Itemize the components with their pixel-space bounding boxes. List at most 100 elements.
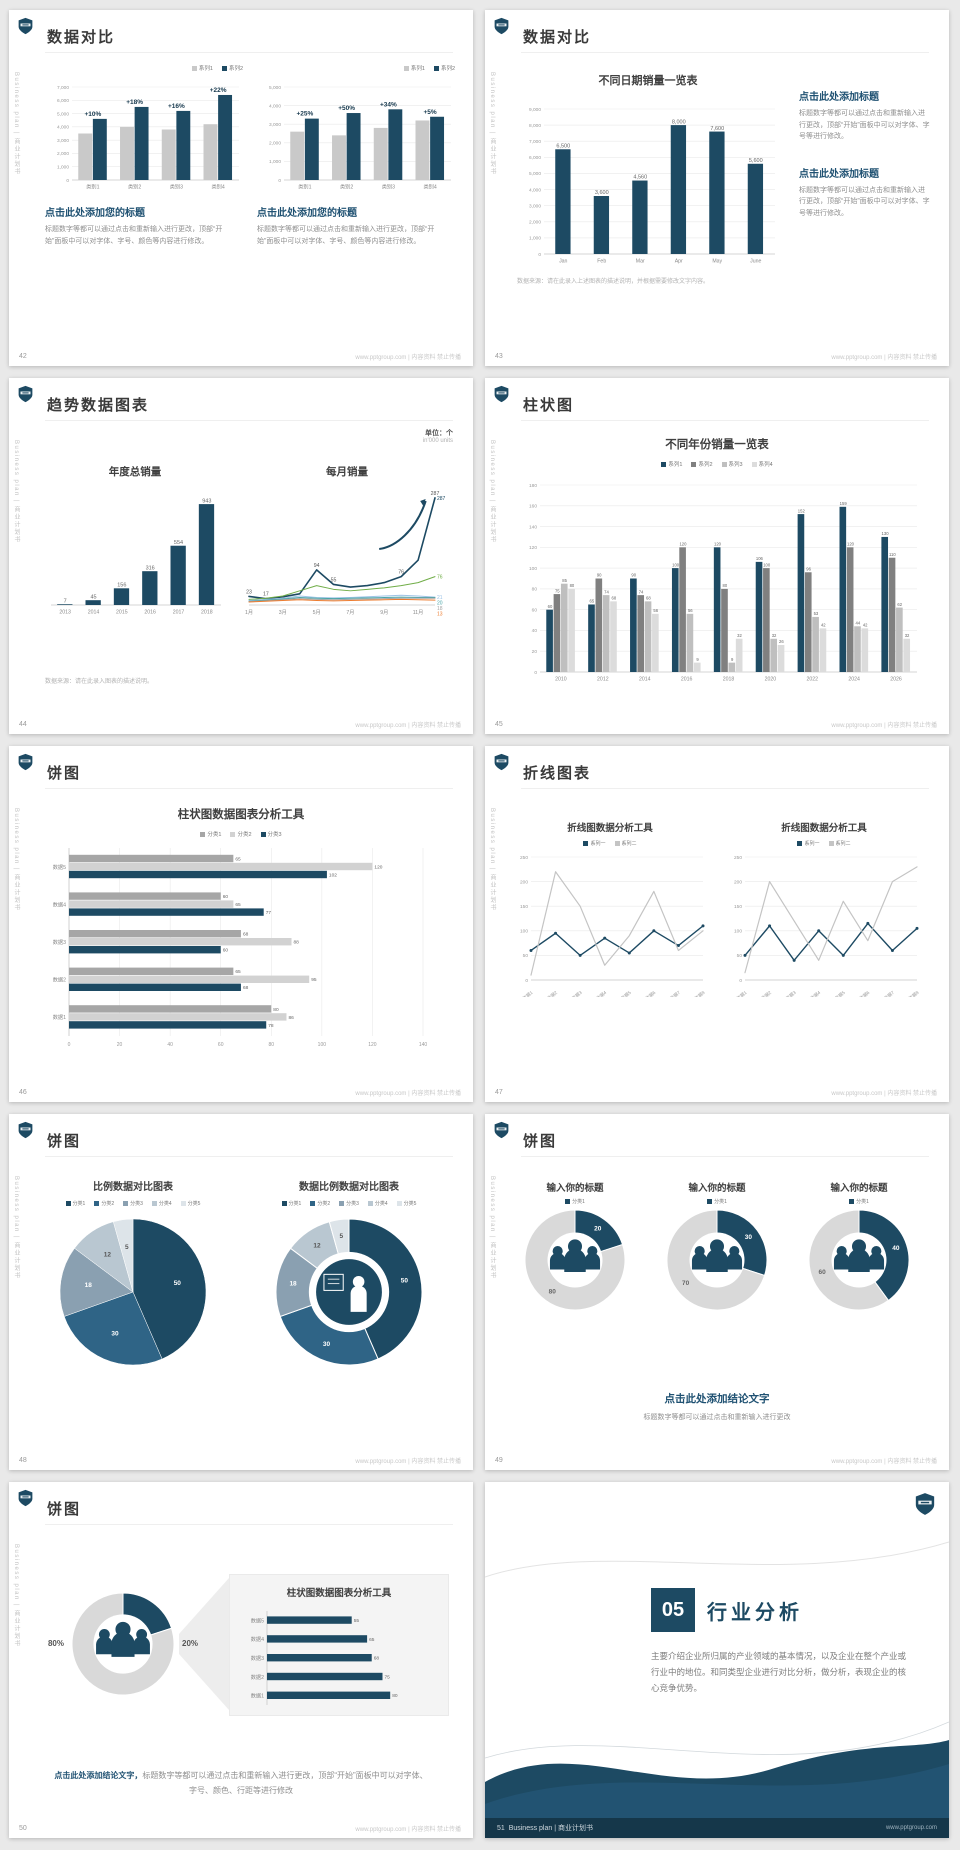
svg-text:0: 0 [68, 1042, 71, 1048]
svg-text:3,000: 3,000 [529, 203, 541, 209]
conclusion-heading: 点击此处添加结论文字 [664, 1393, 770, 1405]
svg-text:40: 40 [532, 628, 538, 634]
side-label: Business plan | 商业计划书 [13, 1176, 19, 1280]
donut-chart: 20 80 [516, 1207, 634, 1313]
divider [521, 420, 929, 421]
legend-item: 分类4 [367, 1200, 388, 1207]
svg-text:2,000: 2,000 [529, 220, 541, 226]
chart-title: 不同年份销量一览表 [665, 439, 769, 451]
chart-title: 年度总销量 [108, 466, 162, 478]
slide-48[interactable]: Business plan | 商业计划书 饼图 比例数据对比图表 分类1 分类2… [9, 1114, 473, 1470]
page-number: 47 [495, 1089, 503, 1096]
svg-text:90: 90 [597, 573, 602, 578]
svg-text:6,000: 6,000 [529, 155, 541, 161]
svg-text:数据5: 数据5 [619, 989, 633, 997]
svg-text:0: 0 [525, 978, 528, 984]
svg-text:50: 50 [401, 1277, 409, 1284]
svg-text:20: 20 [117, 1042, 123, 1048]
slide-51[interactable]: 05 行业分析 主要介绍企业所归属的产业领域的基本情况，以及企业在整个产业或行业… [485, 1482, 949, 1838]
svg-text:2026: 2026 [890, 677, 902, 683]
svg-text:数据2: 数据2 [251, 1673, 264, 1681]
svg-text:1月: 1月 [245, 609, 253, 616]
page-number: 50 [19, 1825, 27, 1832]
body-text: 标题数字等都可以通过点击和重新输入进行更改，顶部“开始”面板中可以对字体、字号、… [257, 226, 435, 245]
horizontal-bar-chart: 55 数据5 65 数据4 68 数据3 75 数据2 80 数据1 [241, 1607, 437, 1709]
slide-47[interactable]: Business plan | 商业计划书 折线图表 折线图数据分析工具 系列一… [485, 746, 949, 1102]
svg-text:62: 62 [897, 602, 902, 607]
svg-text:120: 120 [374, 864, 382, 870]
svg-text:20: 20 [437, 601, 443, 607]
svg-text:Jan: Jan [559, 259, 567, 265]
svg-text:74: 74 [604, 589, 609, 594]
legend-item: 系列1 [661, 460, 682, 468]
legend-item: 分类1 [707, 1198, 727, 1205]
source-note: 数据来源：请在此录入上述图表的描述说明，并根据需要修改文字内容。 [517, 279, 710, 285]
svg-text:7: 7 [64, 598, 67, 604]
svg-text:120: 120 [368, 1042, 377, 1048]
svg-text:2018: 2018 [201, 610, 213, 616]
svg-text:316: 316 [146, 565, 155, 571]
watermark: www.pptgroup.com [885, 1825, 937, 1831]
svg-text:+16%: +16% [168, 103, 185, 110]
svg-text:20: 20 [532, 649, 538, 655]
svg-text:60: 60 [223, 948, 229, 954]
logo-badge-icon [18, 385, 33, 403]
donut-chart: 30 70 [658, 1207, 776, 1313]
slide-44[interactable]: Business plan | 商业计划书 趋势数据图表 单位：个 in'000… [9, 378, 473, 734]
svg-text:数据2: 数据2 [53, 976, 66, 984]
svg-text:130: 130 [882, 531, 890, 536]
svg-text:2014: 2014 [639, 677, 651, 683]
svg-text:65: 65 [590, 599, 595, 604]
svg-text:17: 17 [263, 592, 269, 598]
svg-text:+34%: +34% [380, 101, 397, 108]
slide-49[interactable]: Business plan | 商业计划书 饼图 输入你的标题 分类1 20 80… [485, 1114, 949, 1470]
svg-text:2013: 2013 [59, 610, 71, 616]
svg-text:2012: 2012 [597, 677, 609, 683]
divider [45, 788, 453, 789]
svg-text:数据1: 数据1 [251, 1692, 264, 1700]
donut-item: 输入你的标题 分类1 40 60 [795, 1180, 923, 1313]
svg-text:类别1: 类别1 [298, 183, 311, 191]
page-number: 51 [497, 1825, 505, 1832]
svg-text:2016: 2016 [144, 610, 156, 616]
conclusion-text: 点击此处添加结论文字，标题数字等都可以通过点击和重新输入进行更改，顶部“开始”面… [53, 1769, 429, 1798]
side-label: Business plan | 商业计划书 [489, 440, 495, 544]
svg-text:20: 20 [594, 1226, 602, 1233]
svg-text:90: 90 [631, 573, 636, 578]
svg-text:68: 68 [374, 1656, 380, 1662]
svg-text:100: 100 [763, 562, 771, 567]
legend-item: 分类3 [260, 830, 282, 838]
svg-text:50: 50 [174, 1280, 182, 1287]
slide-46[interactable]: Business plan | 商业计划书 饼图 柱状图数据图表分析工具 分类1… [9, 746, 473, 1102]
page-title: 数据对比 [47, 29, 116, 46]
legend-item: 分类3 [123, 1200, 143, 1207]
svg-text:+5%: +5% [424, 109, 437, 116]
svg-text:2017: 2017 [173, 610, 185, 616]
svg-text:0: 0 [538, 252, 541, 258]
bar-chart: 0 1,000 2,000 3,000 4,000 5,000 6,000 7,000 +10%… [45, 74, 243, 192]
svg-text:数据1: 数据1 [521, 989, 535, 997]
svg-text:23: 23 [246, 589, 252, 595]
svg-text:0: 0 [534, 670, 537, 676]
svg-text:数据4: 数据4 [53, 900, 66, 908]
bar-chart: 0 1,000 2,000 3,000 4,000 5,000 +25% 类别1 +50% 类别2… [257, 74, 455, 192]
svg-text:数据6: 数据6 [644, 989, 658, 997]
svg-text:1,000: 1,000 [269, 159, 281, 165]
svg-text:Mar: Mar [636, 259, 645, 265]
svg-text:类别4: 类别4 [211, 183, 224, 191]
pie-block: 比例数据对比图表 分类1 分类2 分类3 分类4 分类5 50 30 18 12 5 [37, 1178, 229, 1371]
svg-text:2022: 2022 [807, 677, 819, 683]
svg-text:数据3: 数据3 [784, 989, 798, 997]
svg-text:5,000: 5,000 [269, 85, 281, 91]
slide-43[interactable]: Business plan | 商业计划书 数据对比 不同日期销量一览表 0 1,… [485, 10, 949, 366]
legend: 分类1 分类2 分类3 分类4 分类5 [37, 1200, 229, 1207]
svg-text:50: 50 [737, 953, 743, 959]
slide-42[interactable]: Business plan | 商业计划书 数据对比 系列1 系列2 0 1,000… [9, 10, 473, 366]
page-title: 数据对比 [523, 29, 592, 46]
slide-50[interactable]: Business plan | 商业计划书 饼图 80% 20% 柱状图数据图表分… [9, 1482, 473, 1838]
slide-45[interactable]: Business plan | 商业计划书 柱状图 不同年份销量一览表 系列1 系… [485, 378, 949, 734]
svg-text:42: 42 [863, 623, 868, 628]
svg-text:June: June [750, 259, 761, 265]
svg-text:2,000: 2,000 [57, 151, 69, 157]
pie-chart: 50 30 18 12 5 [57, 1213, 209, 1371]
